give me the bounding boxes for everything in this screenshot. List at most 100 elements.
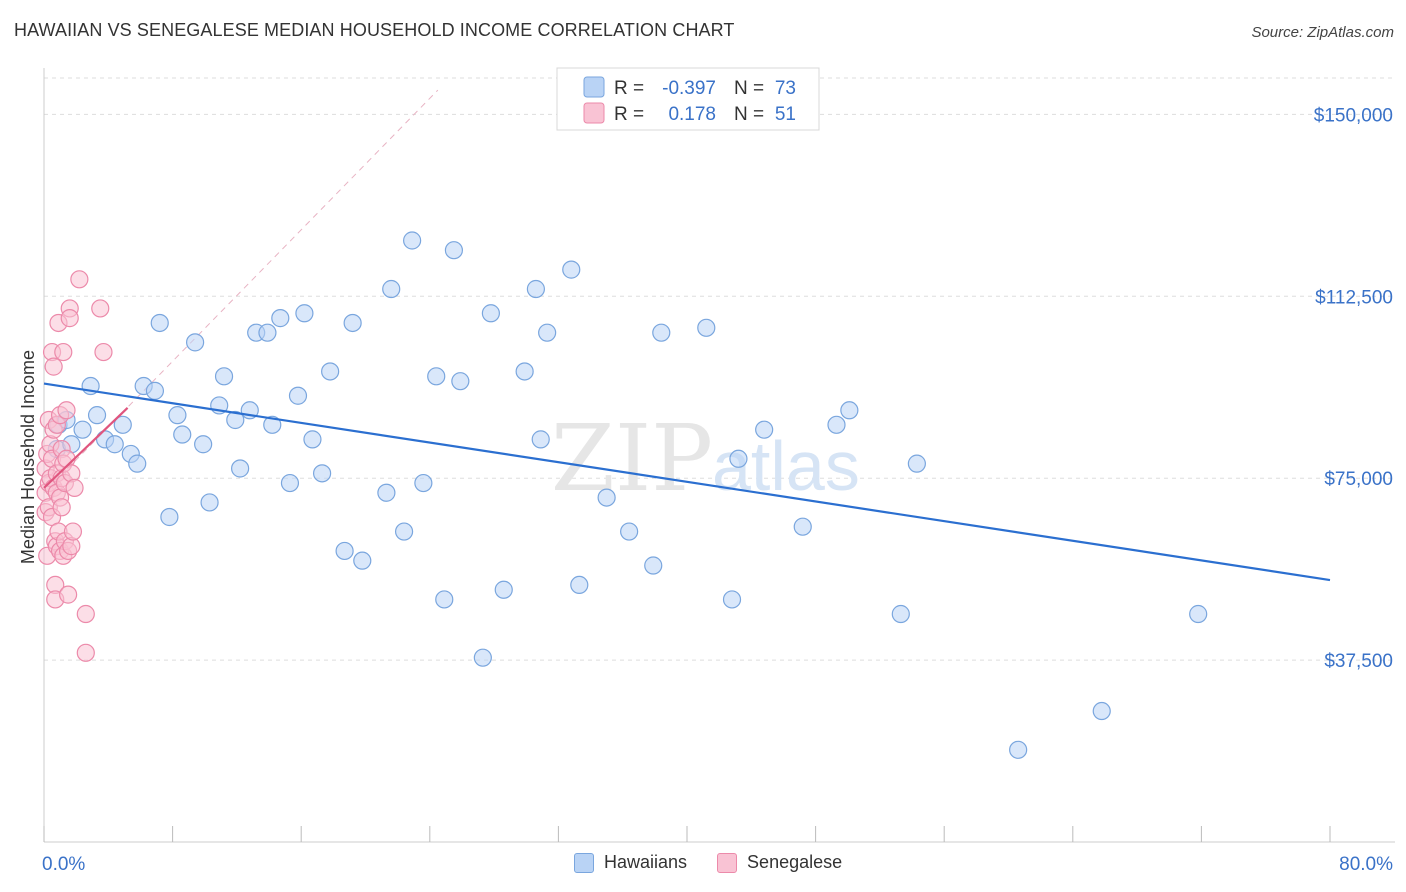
hawaiians-point-44 xyxy=(427,367,446,386)
senegalese-point-41 xyxy=(60,309,79,328)
hawaiians-point-13 xyxy=(145,381,165,400)
x-tick-label-min: 0.0% xyxy=(42,854,85,875)
hawaiians-point-54 xyxy=(538,323,557,342)
hawaiians-point-52 xyxy=(526,279,545,299)
hawaiians-point-18 xyxy=(186,333,205,352)
legend-swatch-senegalese xyxy=(717,852,738,873)
senegalese-point-13 xyxy=(44,357,63,376)
senegalese-points xyxy=(36,270,113,662)
hawaiians-point-4 xyxy=(73,420,92,439)
hawaiians-point-24 xyxy=(231,459,250,478)
hawaiians-point-36 xyxy=(335,541,354,561)
hawaiians-point-55 xyxy=(562,260,581,279)
trend-lines xyxy=(43,382,1331,582)
hawaiians-point-70 xyxy=(1009,740,1028,759)
senegalese-point-39 xyxy=(59,585,78,604)
hawaiians-point-30 xyxy=(280,473,300,493)
y-tick-label-2: $112,500 xyxy=(1315,287,1393,308)
stats-n-value-senegalese: 51 xyxy=(775,104,796,125)
bottom-legend: Hawaiians Senegalese xyxy=(574,852,872,873)
hawaiians-point-65 xyxy=(793,517,812,536)
y-axis-label: Median Household Income xyxy=(18,350,38,564)
senegalese-point-48 xyxy=(76,643,95,662)
hawaiians-point-19 xyxy=(194,435,213,454)
y-tick-label-3: $150,000 xyxy=(1314,105,1393,126)
hawaiians-point-15 xyxy=(160,507,179,527)
hawaiians-point-72 xyxy=(1189,604,1208,624)
hawaiians-point-57 xyxy=(597,488,616,507)
hawaiians-point-8 xyxy=(105,435,124,454)
legend-item-hawaiians[interactable]: Hawaiians xyxy=(574,852,687,873)
hawaiians-point-32 xyxy=(295,304,314,323)
senegalese-point-31 xyxy=(54,342,73,362)
hawaiians-point-71 xyxy=(1092,701,1111,721)
hawaiians-point-59 xyxy=(644,556,663,575)
senegalese-point-45 xyxy=(65,478,84,497)
hawaiians-point-33 xyxy=(303,430,322,449)
hawaiians-point-67 xyxy=(840,401,859,420)
hawaiians-point-64 xyxy=(755,420,774,439)
hawaiians-point-60 xyxy=(652,323,671,342)
hawaiians-point-56 xyxy=(570,575,589,595)
hawaiians-trend-line xyxy=(43,382,1331,582)
legend-swatch-hawaiians xyxy=(574,852,594,873)
stats-r-value-senegalese: 0.178 xyxy=(668,104,716,125)
hawaiians-point-62 xyxy=(722,590,742,609)
hawaiians-point-42 xyxy=(403,231,422,250)
hawaiians-point-61 xyxy=(697,318,716,337)
hawaiians-point-22 xyxy=(214,367,234,386)
hawaiians-point-14 xyxy=(150,313,169,333)
hawaiians-point-51 xyxy=(515,362,534,381)
hawaiians-point-69 xyxy=(907,454,926,473)
hawaiians-point-35 xyxy=(321,362,340,381)
stats-r-label-hawaiians: R = xyxy=(614,78,644,99)
y-tick-label-0: $37,500 xyxy=(1324,651,1393,672)
senegalese-point-46 xyxy=(70,270,89,289)
hawaiians-point-46 xyxy=(444,241,464,260)
hawaiians-point-11 xyxy=(128,454,147,473)
stats-legend: R = -0.397 N = 73 R = 0.178 N = 51 xyxy=(556,67,820,131)
hawaiians-point-43 xyxy=(414,473,433,493)
hawaiians-point-37 xyxy=(343,313,362,333)
hawaiians-point-28 xyxy=(263,415,282,434)
hawaiians-point-40 xyxy=(382,279,401,299)
hawaiians-point-23 xyxy=(226,410,245,430)
hawaiians-point-45 xyxy=(435,590,454,609)
hawaiians-point-29 xyxy=(271,309,290,328)
hawaiians-point-47 xyxy=(451,372,470,391)
hawaiians-point-41 xyxy=(394,522,414,541)
y-tick-label-1: $75,000 xyxy=(1324,469,1393,490)
hawaiians-point-58 xyxy=(620,522,639,541)
hawaiians-point-53 xyxy=(531,430,550,449)
senegalese-point-47 xyxy=(76,604,95,624)
stats-swatch-hawaiians xyxy=(583,76,605,98)
stats-r-value-hawaiians: -0.397 xyxy=(662,78,716,99)
senegalese-point-49 xyxy=(91,299,110,318)
hawaiians-point-38 xyxy=(353,551,372,570)
stats-n-label-hawaiians: N = xyxy=(734,78,764,99)
legend-label-senegalese: Senegalese xyxy=(747,852,843,872)
stats-n-label-senegalese: N = xyxy=(734,104,764,125)
source-label: Source: ZipAtlas.com xyxy=(1251,24,1394,41)
stats-swatch-senegalese xyxy=(583,102,605,124)
grid-lines xyxy=(44,77,1395,661)
hawaiians-point-48 xyxy=(473,648,492,667)
hawaiians-point-17 xyxy=(173,425,192,444)
watermark-zip: ZIP xyxy=(551,405,713,512)
hawaiians-points xyxy=(47,231,1208,759)
hawaiians-point-39 xyxy=(377,483,396,502)
hawaiians-point-68 xyxy=(891,604,910,624)
senegalese-point-36 xyxy=(57,401,76,420)
senegalese-point-44 xyxy=(63,522,83,541)
legend-item-senegalese[interactable]: Senegalese xyxy=(717,852,842,873)
hawaiians-point-50 xyxy=(494,580,513,599)
senegalese-point-29 xyxy=(52,498,71,517)
x-tick-label-max: 80.0% xyxy=(1339,854,1393,875)
senegalese-point-50 xyxy=(94,342,113,362)
chart-title: HAWAIIAN VS SENEGALESE MEDIAN HOUSEHOLD … xyxy=(14,20,735,40)
hawaiians-point-66 xyxy=(827,415,846,434)
stats-r-label-senegalese: R = xyxy=(614,104,644,125)
hawaiians-point-49 xyxy=(481,304,500,323)
hawaiians-point-63 xyxy=(729,449,748,468)
